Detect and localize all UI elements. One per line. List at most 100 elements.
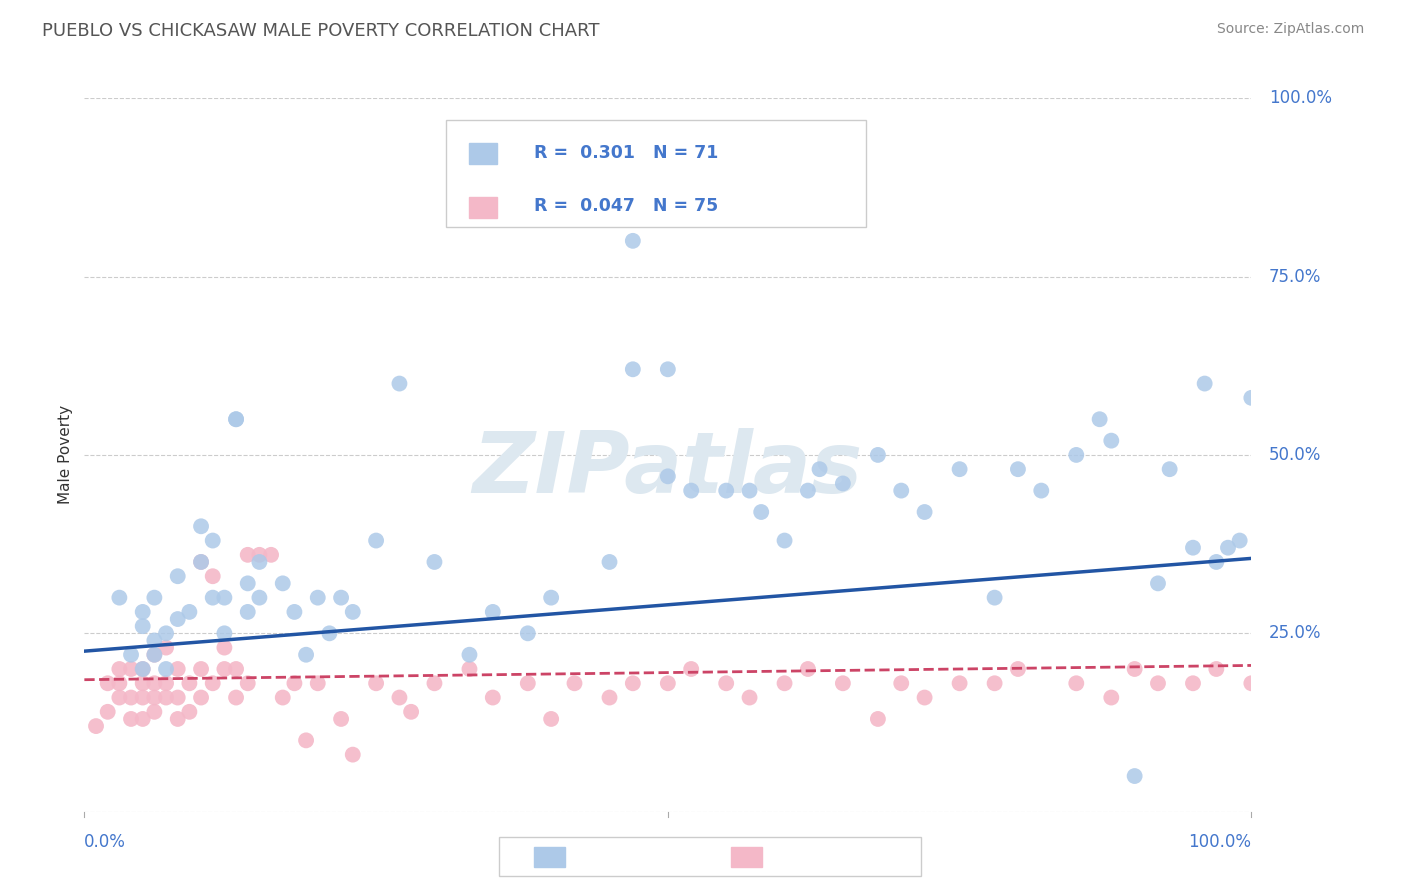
Point	[681, 662, 703, 676]
Point	[949, 676, 972, 690]
Text: 0.0%: 0.0%	[84, 833, 127, 851]
Point	[166, 662, 188, 676]
Point	[166, 612, 188, 626]
Point	[225, 412, 247, 426]
Point	[1229, 533, 1251, 548]
Point	[808, 462, 831, 476]
Point	[179, 676, 201, 690]
Point	[166, 690, 188, 705]
Text: 75.0%: 75.0%	[1268, 268, 1322, 285]
Text: R =  0.301   N = 71: R = 0.301 N = 71	[534, 144, 718, 161]
Point	[201, 533, 224, 548]
Point	[599, 690, 621, 705]
Point	[983, 591, 1005, 605]
Point	[247, 591, 270, 605]
Point	[132, 662, 155, 676]
Point	[225, 690, 247, 705]
Point	[1240, 391, 1263, 405]
Point	[247, 555, 270, 569]
Point	[271, 576, 294, 591]
FancyBboxPatch shape	[446, 120, 866, 227]
Point	[832, 476, 855, 491]
Point	[155, 676, 177, 690]
Point	[143, 591, 166, 605]
Text: Pueblo: Pueblo	[569, 849, 621, 863]
Point	[458, 662, 481, 676]
Point	[342, 605, 364, 619]
Point	[295, 733, 318, 747]
Point	[564, 676, 586, 690]
Point	[657, 469, 679, 483]
Point	[179, 705, 201, 719]
Text: Chickasaw: Chickasaw	[766, 849, 848, 863]
Point	[143, 676, 166, 690]
Point	[201, 676, 224, 690]
Bar	[470, 196, 498, 218]
Point	[236, 676, 259, 690]
Point	[1099, 690, 1122, 705]
Point	[914, 690, 936, 705]
Point	[108, 591, 131, 605]
Point	[716, 483, 738, 498]
Point	[1194, 376, 1216, 391]
Point	[773, 676, 796, 690]
Point	[366, 676, 388, 690]
Point	[890, 676, 912, 690]
Point	[1099, 434, 1122, 448]
Point	[120, 690, 142, 705]
Point	[84, 719, 107, 733]
Point	[330, 712, 353, 726]
Point	[166, 712, 188, 726]
Point	[143, 690, 166, 705]
Point	[132, 712, 155, 726]
Point	[621, 362, 644, 376]
Point	[214, 662, 236, 676]
Point	[738, 690, 761, 705]
Point	[108, 676, 131, 690]
Point	[516, 676, 538, 690]
Point	[749, 505, 772, 519]
Point	[949, 462, 972, 476]
Point	[295, 648, 318, 662]
Point	[155, 640, 177, 655]
Point	[458, 648, 481, 662]
Point	[132, 605, 155, 619]
Point	[143, 648, 166, 662]
Point	[190, 555, 212, 569]
Point	[201, 591, 224, 605]
Text: R =  0.047   N = 75: R = 0.047 N = 75	[534, 197, 718, 215]
Text: ZIPatlas: ZIPatlas	[472, 427, 863, 511]
Point	[108, 690, 131, 705]
Point	[97, 705, 120, 719]
Point	[143, 633, 166, 648]
Point	[155, 626, 177, 640]
Point	[132, 676, 155, 690]
Point	[120, 648, 142, 662]
Point	[166, 569, 188, 583]
Point	[155, 662, 177, 676]
Point	[283, 605, 305, 619]
Point	[716, 676, 738, 690]
Point	[283, 676, 305, 690]
Point	[318, 626, 340, 640]
Point	[481, 605, 505, 619]
Point	[516, 626, 538, 640]
Point	[236, 605, 259, 619]
Point	[132, 619, 155, 633]
Point	[423, 676, 446, 690]
Point	[797, 483, 820, 498]
Point	[214, 591, 236, 605]
Point	[236, 548, 259, 562]
Point	[657, 676, 679, 690]
Point	[1007, 662, 1029, 676]
Point	[540, 712, 562, 726]
Point	[388, 376, 411, 391]
Point	[366, 533, 388, 548]
Point	[143, 705, 166, 719]
Text: 25.0%: 25.0%	[1268, 624, 1322, 642]
Point	[190, 690, 212, 705]
Point	[190, 555, 212, 569]
Point	[120, 712, 142, 726]
Point	[201, 569, 224, 583]
Point	[599, 555, 621, 569]
